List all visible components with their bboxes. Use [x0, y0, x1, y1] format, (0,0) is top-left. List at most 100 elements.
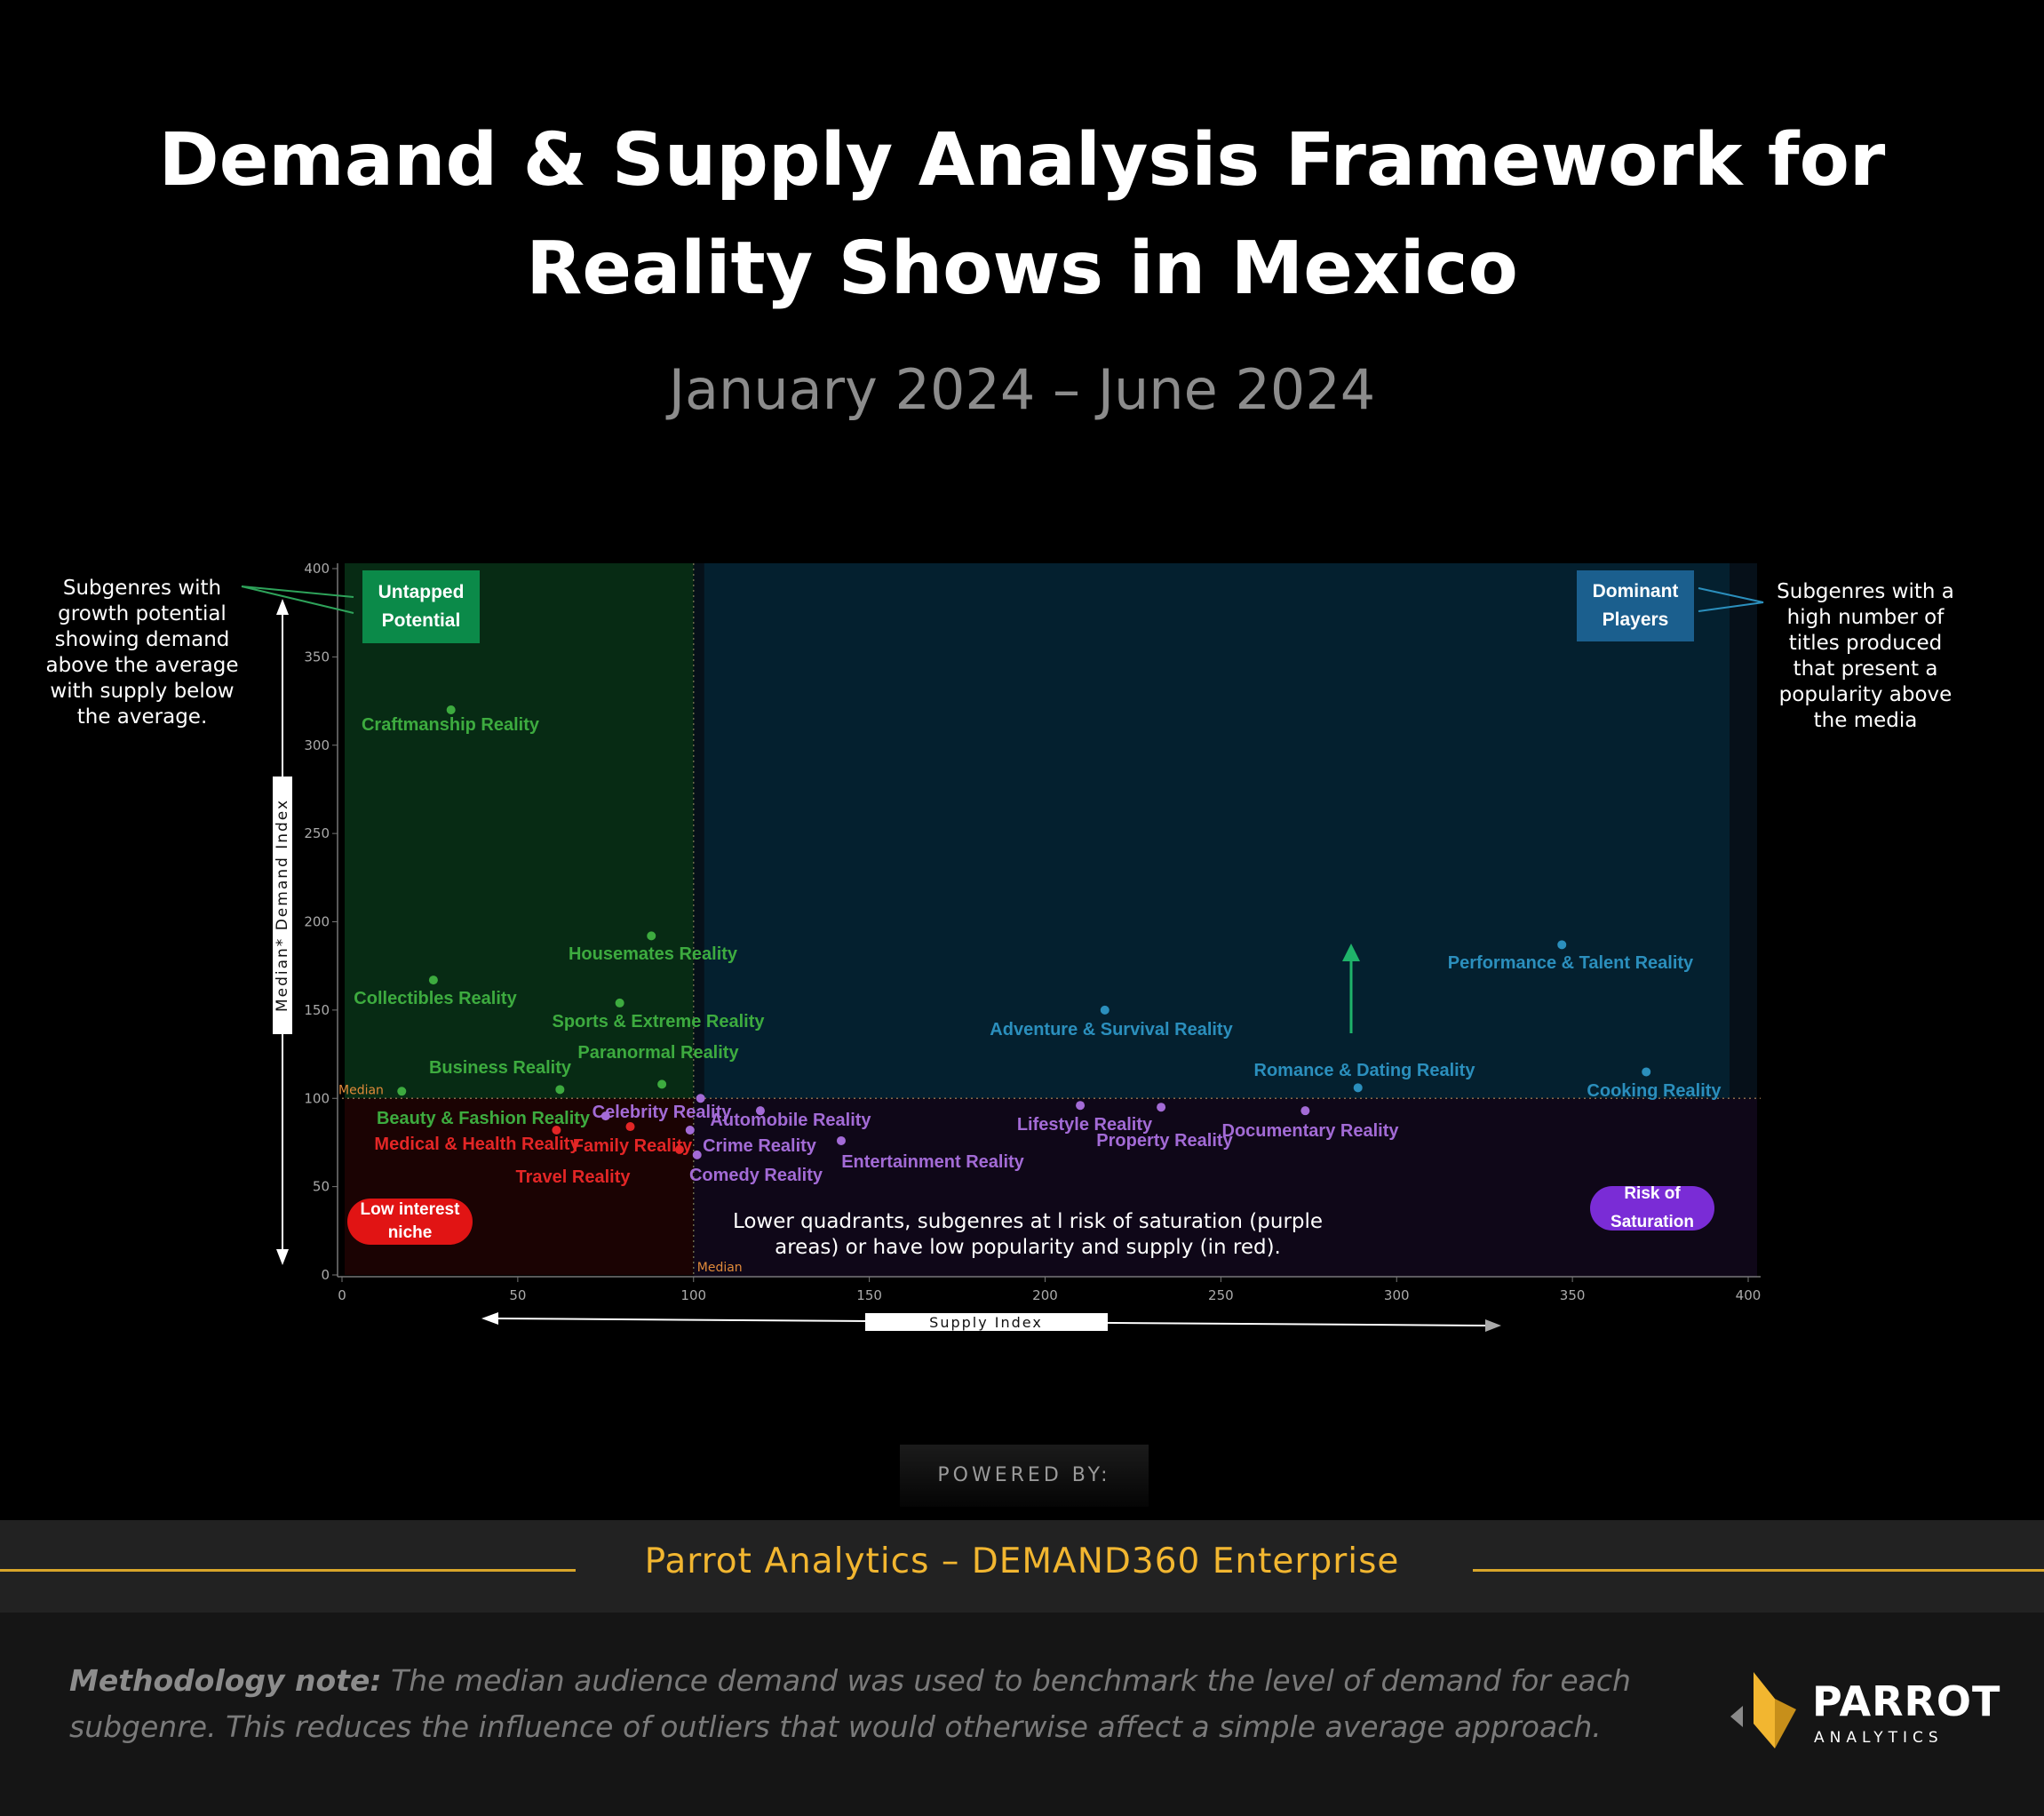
label-comedy-reality: Comedy Reality [689, 1166, 823, 1185]
y-tick-label: 150 [304, 1002, 330, 1018]
left-callout-line-1 [241, 585, 354, 598]
brand-band-text: Parrot Analytics – DEMAND360 Enterprise [644, 1541, 1400, 1581]
point-comedy-reality [692, 1150, 702, 1159]
point-business-reality [555, 1085, 565, 1095]
page-subtitle: January 2024 – June 2024 [668, 357, 1376, 422]
label-romance-dating-reality: Romance & Dating Reality [1254, 1061, 1476, 1080]
label-adventure-survival-reality: Adventure & Survival Reality [990, 1020, 1233, 1039]
x-axis-arrow-left-icon [481, 1312, 498, 1325]
quadrant-low-bg [345, 1098, 694, 1275]
label-medical-health-reality: Medical & Health Reality [374, 1135, 580, 1154]
y-tick-label: 0 [321, 1267, 330, 1283]
point-performance-talent-reality [1557, 940, 1567, 950]
y-axis-arrow-down-icon [276, 1249, 289, 1265]
label-housemates-reality: Housemates Reality [569, 944, 738, 964]
point-adventure-survival-reality [1100, 1005, 1109, 1015]
label-paranormal-reality: Paranormal Reality [577, 1043, 739, 1063]
y-tick-label: 200 [304, 914, 330, 930]
left-callout-line-2 [241, 585, 354, 614]
band-rule-right [1473, 1569, 2044, 1572]
label-celebrity-reality: Celebrity Reality [593, 1103, 733, 1122]
x-axis-title: Supply Index [929, 1314, 1043, 1331]
label-craftmanship-reality: Craftmanship Reality [362, 715, 540, 735]
parrot-logo-icon [1730, 1672, 1796, 1748]
point-property-reality [1157, 1103, 1166, 1112]
y-axis-label-box [273, 777, 292, 1034]
x-tick-label: 350 [1560, 1287, 1586, 1303]
label-property-reality: Property Reality [1096, 1131, 1233, 1151]
label-cooking-reality: Cooking Reality [1587, 1081, 1722, 1101]
label-lifestyle-reality: Lifestyle Reality [1017, 1115, 1153, 1135]
quadrant-saturation-bg [693, 1098, 1757, 1278]
risk-of-saturation-label: Risk of Saturation [1590, 1184, 1714, 1231]
point-entertainment-reality [836, 1135, 846, 1145]
y-tick-label: 250 [304, 825, 330, 841]
left-annotation: Subgenres with growth potential showing … [45, 577, 239, 729]
y-axis-title: Median* Demand Index [274, 799, 291, 1012]
label-automobile-reality: Automobile Reality [710, 1111, 871, 1130]
y-tick-label: 400 [304, 561, 330, 577]
label-family-reality: Family Reality [573, 1136, 693, 1156]
point-beauty-fashion-reality [397, 1087, 407, 1096]
label-beauty-fashion-reality: Beauty & Fashion Reality [377, 1109, 591, 1128]
x-tick-label: 150 [856, 1287, 882, 1303]
page-title: Demand & Supply Analysis Framework for R… [0, 107, 2044, 323]
quadrant-dominant-bg [704, 563, 1730, 1099]
x-axis-label-box [865, 1313, 1108, 1331]
point-documentary-reality [1300, 1106, 1310, 1116]
point-collectibles-reality [428, 976, 438, 985]
x-tick-label: 250 [1208, 1287, 1234, 1303]
title-line-1: Demand & Supply Analysis Framework for [158, 118, 1886, 203]
untapped-potential-label: Untapped Potential [362, 570, 480, 643]
y-tick-label: 350 [304, 649, 330, 665]
footer [0, 1613, 2044, 1816]
methodology-text: The median audience demand was used to b… [69, 1663, 1631, 1744]
x-tick-label: 50 [509, 1287, 526, 1303]
quadrant-untapped-bg [345, 563, 694, 1099]
point-unlabeled [600, 1111, 610, 1121]
point-automobile-reality [755, 1106, 765, 1116]
point-medical-health-reality [552, 1126, 561, 1135]
y-tick-label: 300 [304, 737, 330, 753]
methodology-label: Methodology note: [69, 1663, 382, 1698]
x-tick-label: 100 [680, 1287, 706, 1303]
growth-arrow-icon [1342, 944, 1360, 961]
methodology-note: Methodology note: The median audience de… [69, 1658, 1668, 1750]
band-rule-left [0, 1569, 576, 1572]
label-collectibles-reality: Collectibles Reality [354, 989, 517, 1008]
logo-wordmark: PARROT [1812, 1677, 2001, 1725]
median-demand-label: Median [338, 1083, 384, 1097]
point-housemates-reality [647, 931, 656, 941]
right-annotation: Subgenres with a high number of titles p… [1777, 580, 1954, 732]
label-entertainment-reality: Entertainment Reality [841, 1152, 1024, 1172]
point-cooking-reality [1642, 1067, 1651, 1077]
x-tick-label: 200 [1032, 1287, 1058, 1303]
point-crime-reality [685, 1126, 695, 1135]
label-performance-talent-reality: Performance & Talent Reality [1448, 953, 1694, 973]
x-tick-label: 400 [1736, 1287, 1762, 1303]
parrot-logo: PARROT ANALYTICS [1723, 1670, 2000, 1750]
label-travel-reality: Travel Reality [516, 1167, 632, 1187]
label-documentary-reality: Documentary Reality [1222, 1121, 1400, 1141]
brand-band [0, 1520, 2044, 1613]
point-family-reality [625, 1122, 635, 1132]
label-business-reality: Business Reality [429, 1058, 572, 1078]
point-travel-reality [674, 1144, 684, 1154]
point-lifestyle-reality [1076, 1101, 1086, 1111]
point-sports-extreme-reality [615, 998, 624, 1008]
right-callout-line [1698, 587, 1764, 612]
logo-subtext: ANALYTICS [1814, 1729, 1944, 1747]
lower-note-line-2: areas) or have low popularity and supply… [775, 1236, 1281, 1259]
y-tick-label: 50 [313, 1179, 330, 1195]
y-axis-arrow-up-icon [276, 599, 289, 615]
y-tick-label: 100 [304, 1090, 330, 1106]
point-celebrity-reality [696, 1094, 705, 1103]
label-sports-extreme-reality: Sports & Extreme Reality [553, 1012, 766, 1031]
low-interest-niche-label: Low interest niche [347, 1199, 473, 1245]
x-tick-label: 0 [338, 1287, 346, 1303]
lower-note-line-1: Lower quadrants, subgenres at l risk of … [733, 1210, 1323, 1233]
point-craftmanship-reality [446, 705, 456, 714]
powered-by-label: POWERED BY: [900, 1445, 1149, 1507]
dominant-players-label: Dominant Players [1577, 570, 1694, 641]
